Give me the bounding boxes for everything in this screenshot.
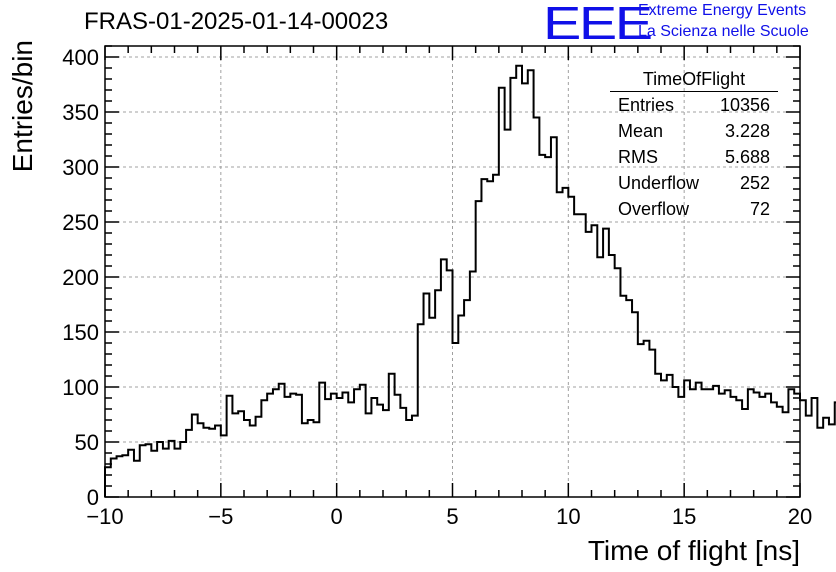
stats-value: 3.228 <box>724 121 770 141</box>
stats-title: TimeOfFlight <box>610 68 778 92</box>
stats-row-entries: Entries 10356 <box>610 92 778 118</box>
logo-text-line1: Extreme Energy Events <box>638 2 807 19</box>
x-tick-label: −10 <box>86 504 123 529</box>
y-tick-label: 150 <box>62 320 99 345</box>
x-tick-label: 5 <box>446 504 458 529</box>
stats-key: RMS <box>618 147 658 167</box>
y-tick-label: 400 <box>62 45 99 70</box>
x-axis-ticks: −10 −5 0 5 10 15 20 <box>86 46 812 529</box>
x-tick-label: 10 <box>556 504 580 529</box>
stats-box: TimeOfFlight Entries 10356 Mean 3.228 RM… <box>610 68 778 219</box>
stats-value: 252 <box>739 173 770 193</box>
histogram-outline <box>104 64 836 497</box>
x-tick-label: 0 <box>331 504 343 529</box>
stats-key: Overflow <box>618 199 690 219</box>
stats-key: Entries <box>618 95 675 115</box>
chart-title: FRAS-01-2025-01-14-00023 <box>84 8 389 35</box>
logo-text-line2: La Scienza nelle Scuole <box>638 23 809 40</box>
stats-value: 10356 <box>719 95 770 115</box>
stats-row-mean: Mean 3.228 <box>610 118 778 144</box>
y-tick-label: 100 <box>62 375 99 400</box>
stats-row-underflow: Underflow 252 <box>610 170 778 196</box>
stats-row-overflow: Overflow 72 <box>610 196 778 222</box>
y-tick-label: 0 <box>87 485 99 510</box>
y-axis-ticks: 0 50 100 150 200 250 300 350 400 <box>62 45 800 510</box>
x-tick-label: 15 <box>672 504 696 529</box>
stats-key: Underflow <box>618 173 700 193</box>
x-tick-label: −5 <box>208 504 233 529</box>
x-axis-label: Time of flight [ns] <box>588 535 800 566</box>
x-tick-label: 20 <box>788 504 812 529</box>
eee-logo-mark: EEE <box>543 0 653 49</box>
y-tick-label: 350 <box>62 100 99 125</box>
y-tick-label: 50 <box>75 430 99 455</box>
stats-value: 72 <box>749 199 770 219</box>
y-tick-label: 200 <box>62 265 99 290</box>
y-axis-label: Entries/bin <box>7 40 38 172</box>
y-tick-label: 250 <box>62 210 99 235</box>
stats-value: 5.688 <box>724 147 770 167</box>
stats-key: Mean <box>618 121 664 141</box>
stats-row-rms: RMS 5.688 <box>610 144 778 170</box>
y-tick-label: 300 <box>62 155 99 180</box>
